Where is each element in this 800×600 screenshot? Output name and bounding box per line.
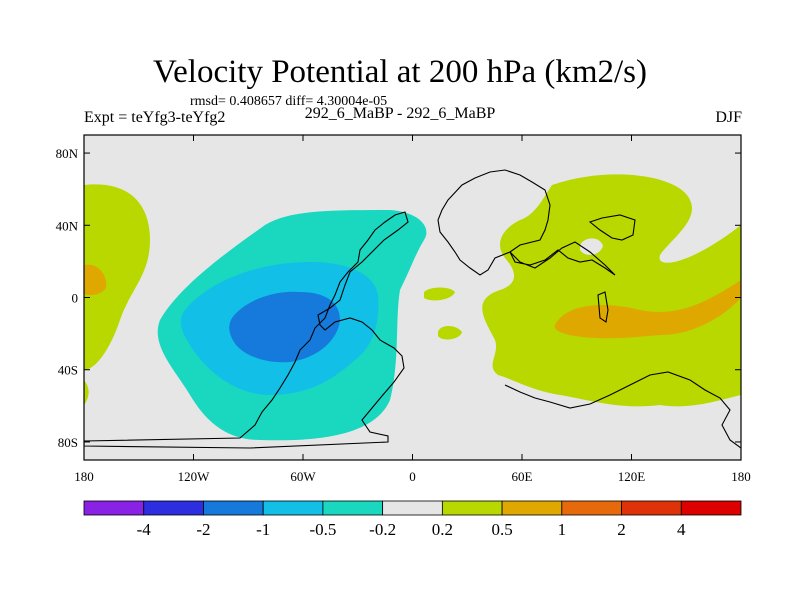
coastline-arabia: [588, 214, 636, 241]
colorbar-level-label: 0.2: [432, 520, 453, 539]
coastline-eurasia: [437, 169, 551, 276]
coastlines: [84, 169, 741, 449]
contour-fill-neutral-hole: [580, 238, 603, 255]
colorbar-swatch: [262, 500, 324, 516]
contour-fills: [84, 174, 741, 441]
contour-fill-pos-high-east: [554, 280, 741, 339]
colorbar-level-label: -1: [256, 520, 270, 539]
colorbar-level-label: -2: [196, 520, 210, 539]
colorbar-swatch: [621, 500, 682, 516]
colorbar-swatch: [322, 500, 384, 516]
colorbar-swatch: [441, 500, 503, 516]
x-tick-label: 60W: [290, 469, 316, 484]
colorbar-swatch: [561, 500, 622, 516]
colorbar-level-label: -0.5: [309, 520, 336, 539]
contour-fill-pos-wpacific: [84, 184, 150, 370]
contour-fill-pos-eastern: [482, 174, 741, 407]
contour-fill-pos-small-atlantic: [438, 326, 462, 340]
season-label: DJF: [715, 109, 742, 126]
stats-text: rmsd= 0.408657 diff= 4.30004e-05: [190, 94, 388, 109]
colorbar-level-label: 1: [558, 520, 567, 539]
coastline-asia: [509, 241, 616, 276]
colorbar-level-label: -4: [137, 520, 152, 539]
x-tick-label: 0: [409, 469, 416, 484]
contour-fill-pos-small-africa: [424, 287, 455, 301]
y-tick-label: 40N: [56, 218, 79, 233]
colorbar-level-label: 0.5: [491, 520, 512, 539]
colorbar-swatch: [382, 500, 443, 516]
x-tick-label: 120W: [178, 469, 211, 484]
coastline-americas: [84, 211, 409, 449]
colorbar-swatch: [680, 500, 742, 516]
contour-fill-pos-wpacific-south: [84, 380, 89, 405]
coastline-india: [597, 291, 609, 323]
x-tick-label: 180: [74, 469, 94, 484]
y-tick-label: 80N: [56, 146, 79, 161]
colorbar-level-label: 2: [617, 520, 626, 539]
chart-title: Velocity Potential at 200 hPa (km2/s): [152, 54, 648, 90]
colorbar-swatch: [501, 500, 563, 516]
x-tick-label: 180: [731, 469, 751, 484]
colorbar-level-label: 4: [677, 520, 686, 539]
contour-fill-pos-high-west: [84, 264, 107, 296]
colorbar-swatch: [143, 500, 204, 516]
colorbar-swatch: [203, 500, 264, 516]
colorbar-level-label: -0.2: [369, 520, 396, 539]
x-tick-label: 60E: [512, 469, 533, 484]
y-tick-label: 40S: [58, 363, 78, 378]
case-label: 292_6_MaBP - 292_6_MaBP: [304, 105, 496, 122]
colorbar-swatch: [83, 500, 145, 516]
y-tick-label: 0: [72, 291, 79, 306]
experiment-label: Expt = teYfg3-teYfg2: [84, 109, 226, 126]
axes: 180 120W 60W 0 60E 120E 180 80N 40N 0 40S 80S: [56, 135, 751, 484]
coastline-africa-south: [504, 371, 741, 449]
x-tick-label: 120E: [618, 469, 646, 484]
y-tick-label: 80S: [58, 435, 78, 450]
contour-fill-neg-1: [229, 291, 340, 363]
colorbar: -4 -2 -1 -0.5 -0.2 0.2 0.5 1 2 4: [83, 500, 742, 539]
